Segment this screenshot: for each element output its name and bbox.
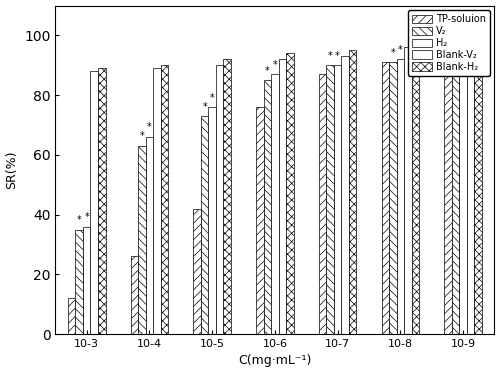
Bar [286, 53, 294, 334]
Bar [271, 74, 278, 334]
Bar [389, 62, 396, 334]
Bar [146, 137, 153, 334]
Text: *: * [460, 36, 466, 46]
Text: *: * [453, 39, 458, 49]
Legend: TP-soluion, V₂, H₂, Blank-V₂, Blank-H₂: TP-soluion, V₂, H₂, Blank-V₂, Blank-H₂ [408, 10, 490, 76]
Bar [467, 38, 474, 334]
X-axis label: C(mg·mL⁻¹): C(mg·mL⁻¹) [238, 354, 312, 367]
Bar [153, 68, 160, 334]
Bar [326, 65, 334, 334]
Bar [256, 107, 264, 334]
Text: *: * [210, 93, 214, 103]
Bar [201, 116, 208, 334]
Text: *: * [202, 101, 207, 112]
Bar [194, 209, 201, 334]
Y-axis label: SR(%): SR(%) [6, 151, 18, 189]
Text: *: * [335, 51, 340, 61]
Bar [404, 47, 411, 334]
Bar [278, 59, 286, 334]
Text: *: * [77, 215, 82, 225]
Bar [412, 44, 419, 334]
Text: *: * [84, 212, 89, 222]
Bar [208, 107, 216, 334]
Bar [264, 80, 271, 334]
Bar [444, 56, 452, 334]
Bar [349, 50, 356, 334]
Bar [68, 298, 76, 334]
Bar [460, 50, 467, 334]
Bar [474, 35, 482, 334]
Text: *: * [390, 48, 395, 58]
Bar [396, 59, 404, 334]
Text: *: * [328, 51, 332, 61]
Text: *: * [140, 131, 144, 141]
Bar [319, 74, 326, 334]
Bar [224, 59, 231, 334]
Bar [216, 65, 224, 334]
Bar [160, 65, 168, 334]
Bar [382, 62, 389, 334]
Bar [98, 68, 106, 334]
Text: *: * [272, 60, 278, 70]
Text: *: * [265, 66, 270, 76]
Bar [138, 146, 145, 334]
Bar [130, 256, 138, 334]
Bar [452, 53, 460, 334]
Bar [83, 226, 90, 334]
Bar [334, 65, 342, 334]
Text: *: * [398, 45, 402, 55]
Bar [342, 56, 349, 334]
Bar [76, 229, 83, 334]
Bar [90, 71, 98, 334]
Text: *: * [147, 122, 152, 132]
